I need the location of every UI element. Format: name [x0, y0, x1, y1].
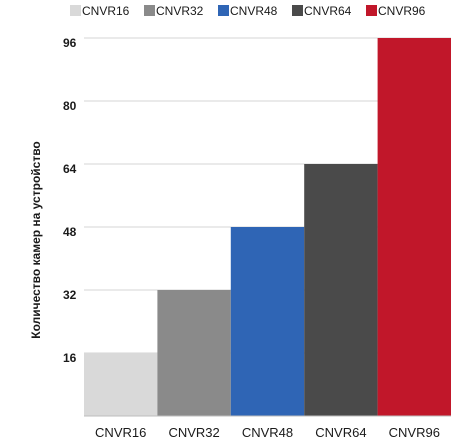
legend-item-cnvr32: CNVR32	[144, 4, 204, 18]
bar-cnvr96	[377, 38, 451, 416]
x-tick-label: CNVR16	[95, 425, 146, 440]
legend-item-cnvr96: CNVR96	[366, 4, 426, 18]
y-tick-label: 48	[63, 225, 77, 239]
legend-item-cnvr64: CNVR64	[292, 4, 352, 18]
y-tick-label: 96	[63, 36, 77, 50]
legend-label: CNVR96	[378, 4, 426, 18]
bar-cnvr48	[230, 227, 305, 416]
legend-label: CNVR16	[82, 4, 130, 18]
legend-item-cnvr16: CNVR16	[70, 4, 130, 18]
legend-swatch	[70, 5, 81, 16]
x-tick-label: CNVR64	[315, 425, 366, 440]
x-tick-labels: CNVR16 CNVR32 CNVR48 CNVR64 CNVR96	[95, 425, 440, 440]
bar-cnvr16	[84, 353, 158, 416]
x-tick-label: CNVR32	[168, 425, 219, 440]
y-axis-label: Количество камер на устройство	[29, 141, 43, 338]
bars	[84, 38, 451, 416]
legend-swatch	[144, 5, 155, 16]
x-tick-label: CNVR48	[242, 425, 293, 440]
legend: CNVR16 CNVR32 CNVR48 CNVR64 CNVR96	[70, 4, 426, 18]
legend-label: CNVR48	[230, 4, 278, 18]
legend-item-cnvr48: CNVR48	[218, 4, 278, 18]
legend-swatch	[218, 5, 229, 16]
y-tick-label: 80	[63, 99, 77, 113]
bar-cnvr32	[157, 290, 231, 416]
y-tick-labels: 16 32 48 64 80 96	[63, 36, 77, 365]
legend-label: CNVR64	[304, 4, 352, 18]
y-tick-label: 16	[63, 351, 77, 365]
x-tick-label: CNVR96	[389, 425, 440, 440]
legend-swatch	[366, 5, 377, 16]
y-tick-label: 32	[63, 288, 77, 302]
legend-label: CNVR32	[156, 4, 204, 18]
y-tick-label: 64	[63, 162, 77, 176]
bar-cnvr64	[304, 164, 378, 416]
legend-swatch	[292, 5, 303, 16]
